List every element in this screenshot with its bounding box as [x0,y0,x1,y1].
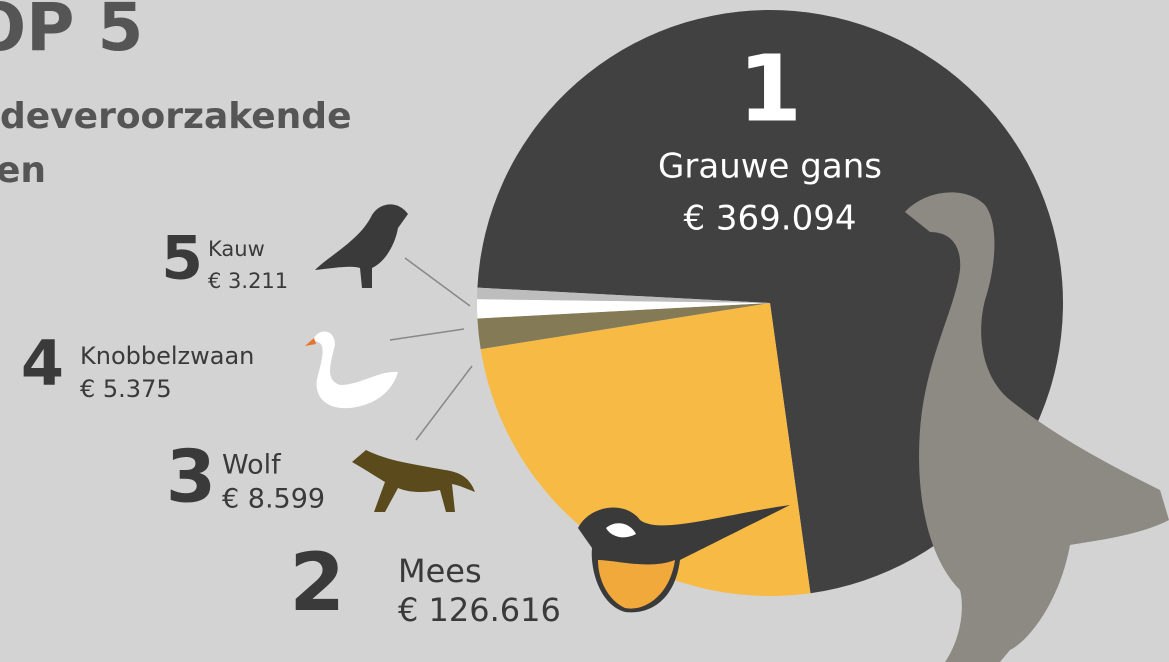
value-label: € 3.211 [208,269,288,293]
category-label: Kauw [208,237,265,261]
value-label: € 126.616 [398,591,561,629]
rank: 4 [21,327,64,400]
goose-icon [905,192,1169,662]
leader-lines [389,257,473,441]
tit-belly [598,560,675,609]
leader-line [415,365,473,441]
tit-cheek [606,523,636,538]
wolf-icon [352,450,475,512]
rank: 3 [166,435,216,519]
pie-slice [477,9,1063,594]
pie-slice [477,303,770,350]
value-label: € 8.599 [222,484,325,515]
value-label: € 369.094 [683,199,856,239]
leader-line [389,328,465,341]
category-label: Knobbelzwaan [80,342,254,370]
chart-title: OP 5 [0,0,143,66]
subtitle: deveroorzakende [0,96,352,137]
value-label: € 5.375 [80,375,172,403]
leader-line [404,257,471,307]
labels: 1 Grauwe gans € 369.094 2 Mees€ 126.616 3 Wolf… [21,35,882,629]
rank: 2 [289,536,345,629]
swan-beak [305,338,316,346]
category-label: Mees [398,552,482,590]
rank: 5 [161,224,203,294]
pie-slice [476,299,770,319]
subtitle: en [0,150,46,191]
jackdaw-icon [315,204,408,288]
swan-icon [313,331,398,409]
rank: 1 [738,35,802,142]
category-label: Grauwe gans [658,147,882,187]
category-label: Wolf [222,450,282,481]
pie-slice [477,287,770,303]
